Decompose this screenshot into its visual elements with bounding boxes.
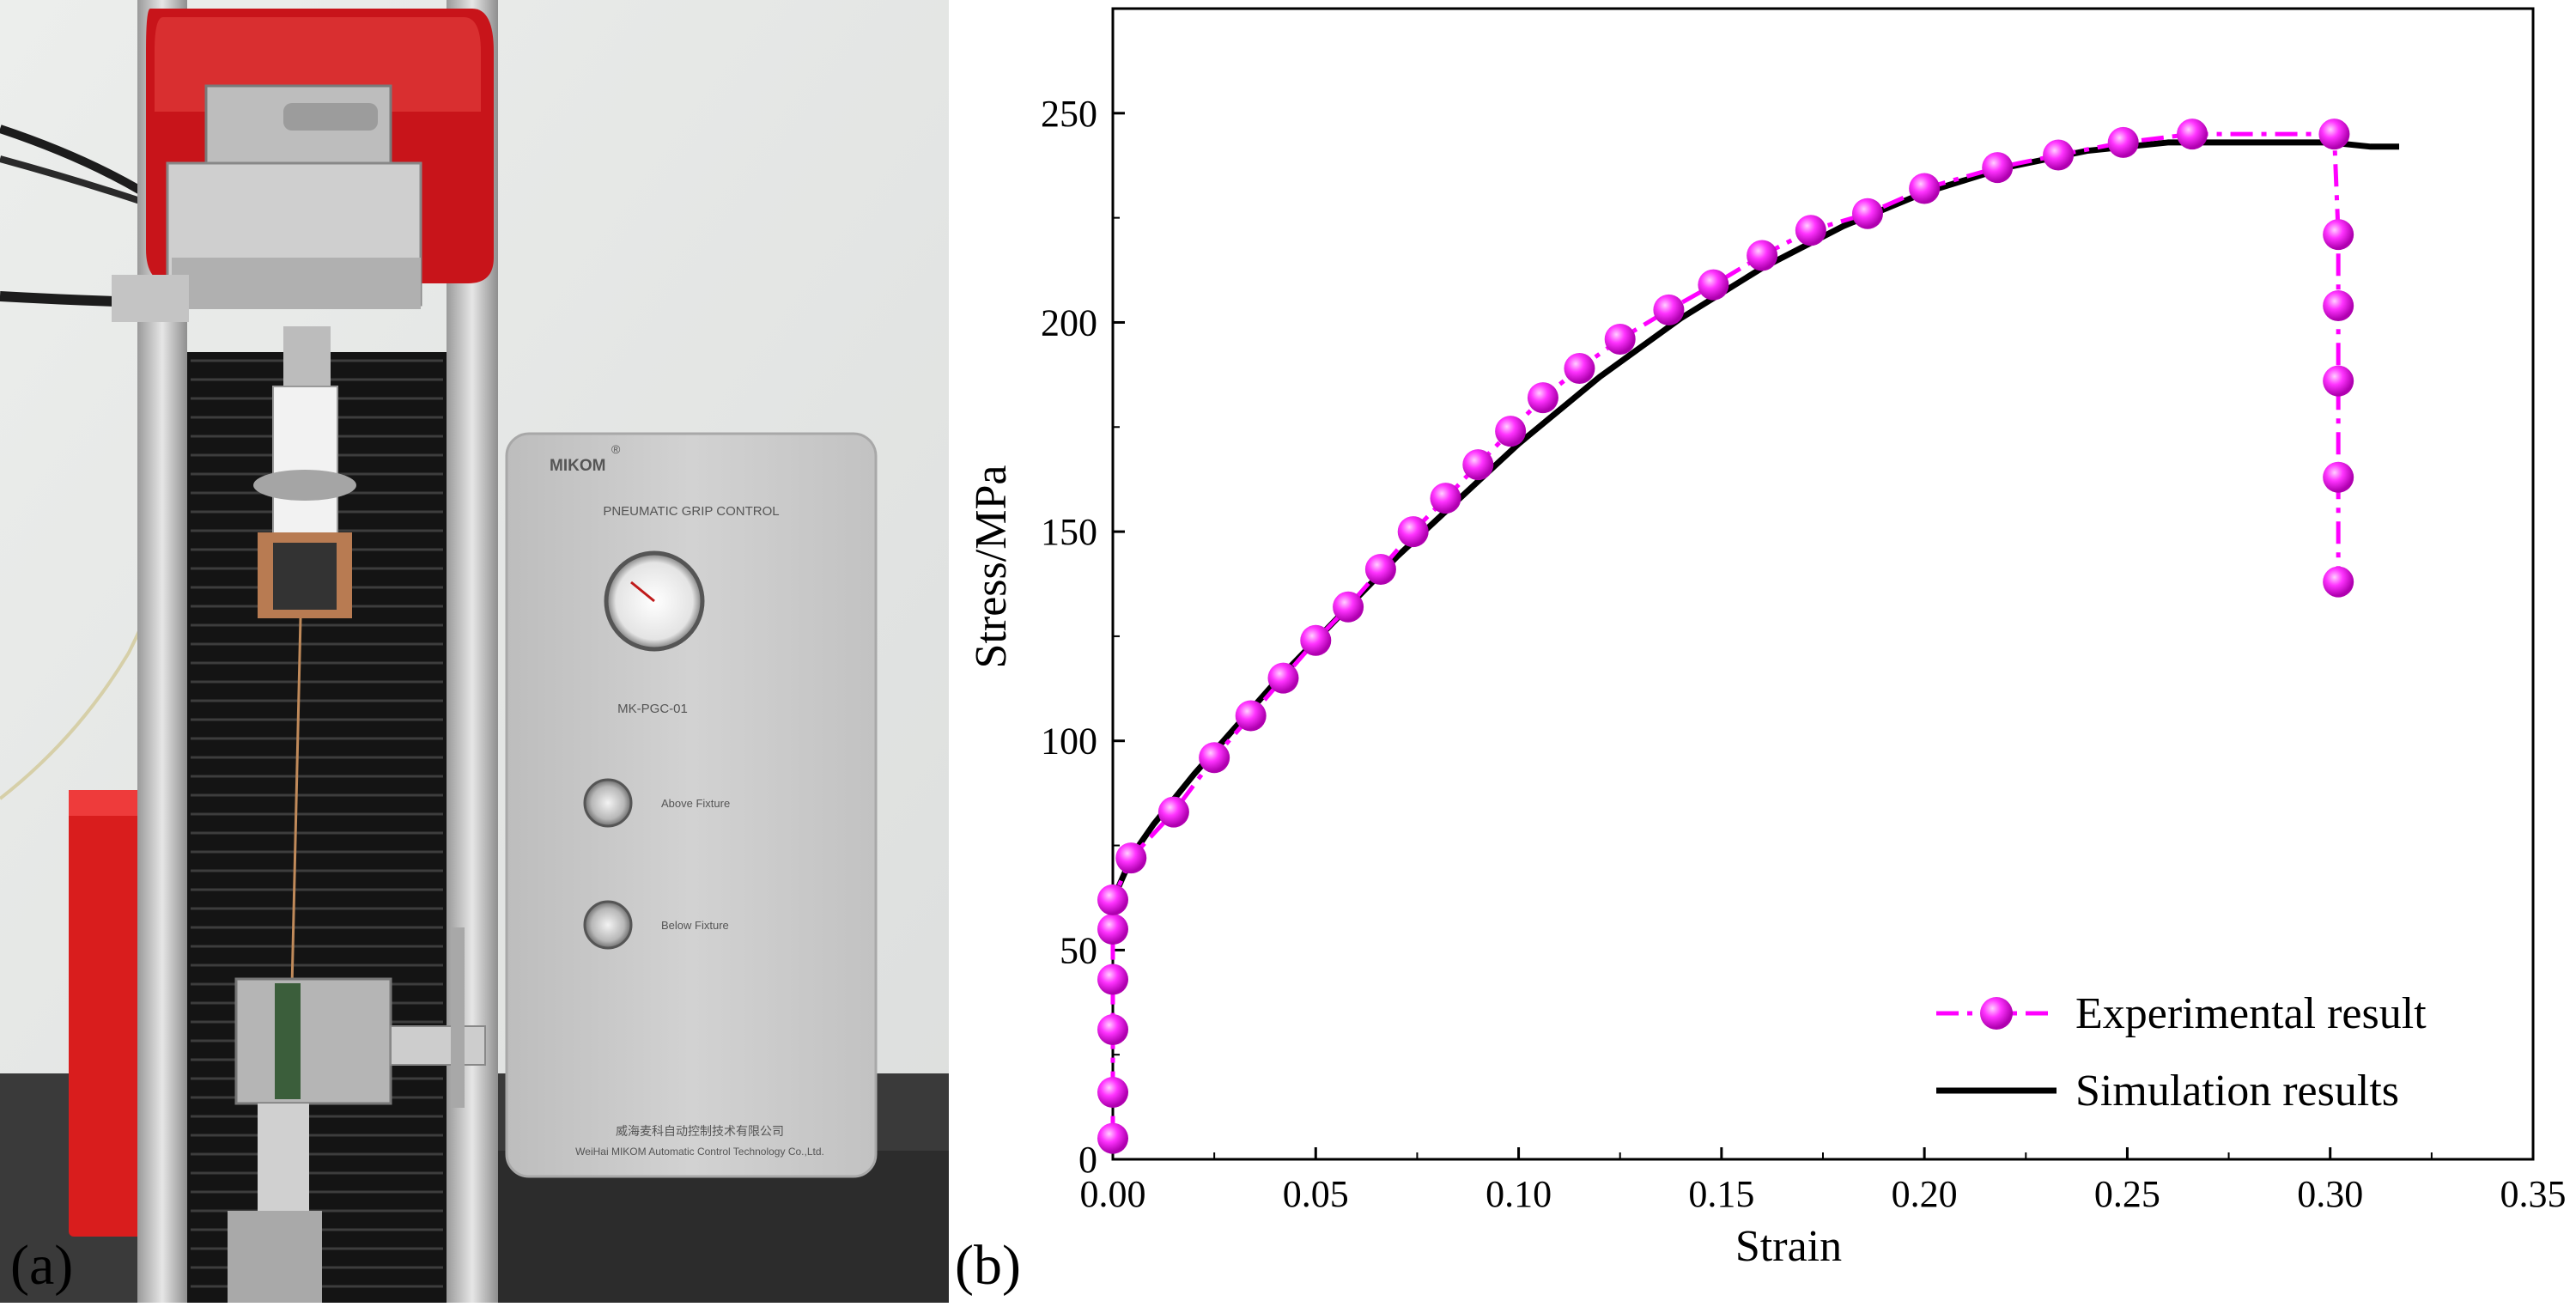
experimental-point	[1495, 416, 1527, 447]
experimental-point	[2323, 566, 2354, 598]
x-axis-label: Strain	[1735, 1222, 1842, 1271]
experimental-point	[2323, 219, 2354, 251]
upper-grip	[272, 386, 338, 542]
experimental-point	[1747, 240, 1778, 271]
experimental-point	[1097, 914, 1128, 945]
experimental-point	[1097, 884, 1128, 915]
experimental-point	[1982, 152, 2014, 184]
experimental-point	[1909, 173, 1941, 204]
x-tick-label: 0.15	[1688, 1173, 1754, 1215]
tensile-machine-photo: MIKOM ® PNEUMATIC GRIP CONTROL MK-PGC-01…	[0, 0, 949, 1303]
experimental-point	[2043, 139, 2075, 171]
experimental-point	[1157, 796, 1189, 828]
experimental-point	[1115, 842, 1147, 874]
experimental-point	[2323, 461, 2354, 493]
y-tick-label: 150	[1041, 511, 1097, 553]
experimental-point	[1564, 353, 1595, 385]
x-tick-label: 0.30	[2297, 1173, 2363, 1215]
experimental-point	[1851, 198, 1883, 229]
y-tick-label: 50	[1060, 929, 1097, 971]
legend-simulation-label: Simulation results	[2075, 1067, 2399, 1116]
above-fixture-button	[583, 778, 633, 828]
photo-panel-tensile-test: MIKOM ® PNEUMATIC GRIP CONTROL MK-PGC-01…	[0, 0, 949, 1303]
legend-experimental-marker	[1980, 997, 2013, 1030]
experimental-point	[2323, 289, 2354, 321]
panel-label-a: (a)	[10, 1234, 73, 1297]
grip-handle	[451, 927, 465, 1108]
experimental-point	[1097, 1122, 1128, 1154]
chart-panel-stress-strain: 0.00 0.05 0.10 0.15 0.20 0.25 0.30 0.35 0 50 100 15…	[949, 0, 2576, 1303]
device-model: MK-PGC-01	[617, 702, 688, 716]
below-fixture-button	[583, 900, 633, 950]
maker-name-cn: 威海麦科自动控制技术有限公司	[616, 1124, 784, 1138]
device-panel-title: PNEUMATIC GRIP CONTROL	[603, 504, 779, 519]
x-tick-label: 0.25	[2094, 1173, 2160, 1215]
experimental-point	[2177, 119, 2208, 150]
experimental-point	[2318, 119, 2350, 150]
legend-experimental-label: Experimental result	[2075, 989, 2427, 1038]
y-tick-label: 100	[1041, 720, 1097, 763]
legend: Experimental result Simulation results	[1936, 989, 2427, 1116]
experimental-point	[1698, 269, 1729, 301]
x-tick-label: 0.10	[1485, 1173, 1552, 1215]
test-specimen	[290, 617, 302, 988]
experimental-point	[1604, 323, 1636, 355]
experimental-point	[1333, 591, 1364, 623]
experimental-point	[2107, 126, 2139, 158]
experimental-point	[1267, 662, 1299, 694]
y-axis-label: Stress/MPa	[967, 465, 1016, 669]
experimental-point	[1397, 516, 1429, 548]
maker-name-en: WeiHai MIKOM Automatic Control Technolog…	[575, 1146, 824, 1158]
device-brand: MIKOM	[550, 457, 605, 475]
experimental-point	[1235, 700, 1267, 732]
y-tick-label: 200	[1041, 301, 1097, 343]
experimental-point	[1364, 553, 1396, 585]
plot-frame	[1111, 7, 2535, 1161]
experimental-point	[1795, 215, 1826, 246]
experimental-point	[1430, 483, 1461, 514]
svg-text:®: ®	[611, 442, 621, 456]
x-tick-label: 0.20	[1892, 1173, 1958, 1215]
pneumatic-grip-controller	[505, 432, 878, 1178]
x-tick-label: 0.00	[1080, 1173, 1146, 1215]
lower-grip	[234, 977, 392, 1105]
experimental-point	[1653, 294, 1685, 325]
y-tick-label: 250	[1041, 93, 1097, 135]
experimental-point	[1527, 382, 1558, 414]
experimental-point	[1097, 964, 1128, 995]
experimental-point	[1097, 1013, 1128, 1045]
above-fixture-label: Above Fixture	[661, 797, 730, 810]
x-tick-label: 0.05	[1283, 1173, 1349, 1215]
below-fixture-label: Below Fixture	[661, 919, 729, 932]
experimental-point	[1199, 742, 1230, 774]
experimental-point	[1097, 1077, 1128, 1109]
stress-strain-chart: 0.00 0.05 0.10 0.15 0.20 0.25 0.30 0.35 0 50 100 15…	[955, 7, 2567, 1297]
y-tick-label: 0	[1078, 1139, 1097, 1181]
panel-label-b: (b)	[955, 1234, 1021, 1297]
experimental-point	[1462, 449, 1494, 481]
x-tick-label: 0.35	[2500, 1173, 2567, 1215]
grip-wing-nut	[253, 470, 356, 501]
experimental-point	[1300, 624, 1332, 656]
experimental-point	[2323, 365, 2354, 397]
